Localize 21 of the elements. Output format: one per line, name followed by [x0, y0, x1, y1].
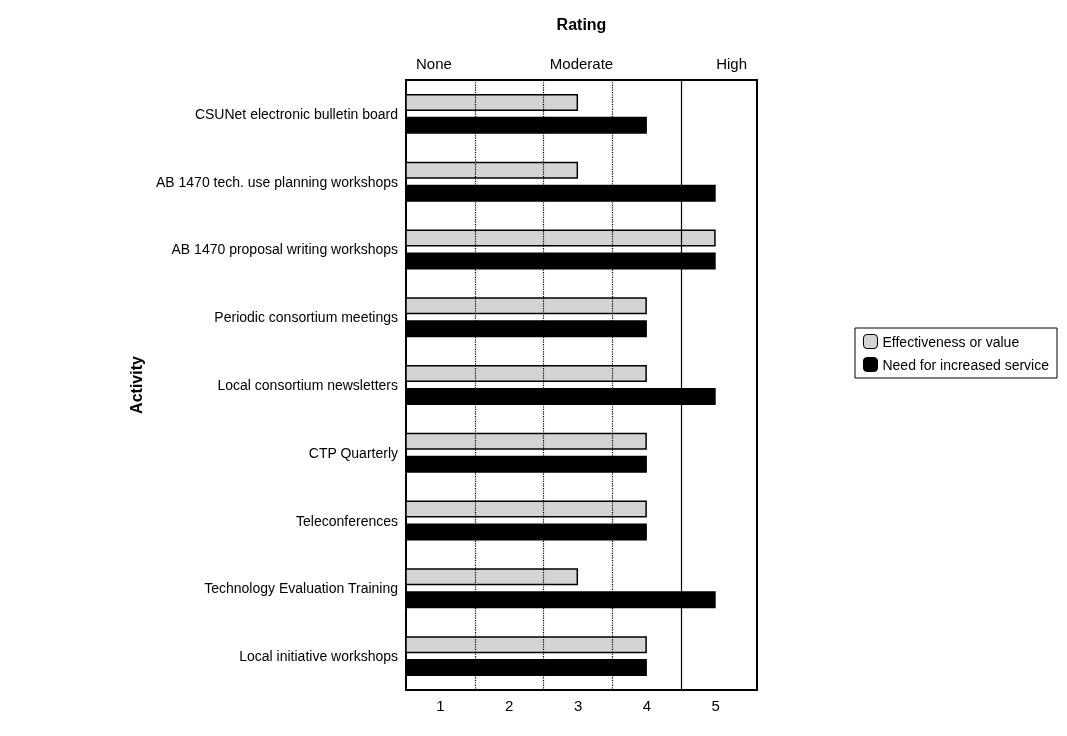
- x-tick-label: 1: [436, 697, 445, 714]
- y-tick-label: Technology Evaluation Training: [204, 580, 398, 597]
- text: None: [416, 55, 452, 72]
- y-tick-label: Local initiative workshops: [239, 648, 398, 665]
- y-tick-label: CTP Quarterly: [308, 444, 398, 461]
- x-tick-label: 4: [642, 697, 652, 714]
- x-tick-label: 5: [711, 697, 720, 714]
- y-axis-title: Activity: [127, 356, 145, 414]
- y-tick-label: AB 1470 tech. use planning workshops: [155, 173, 398, 190]
- y-tick-label: Local consortium newsletters: [217, 377, 398, 393]
- text: High: [716, 55, 747, 72]
- legend-label: Need for increased service: [882, 356, 1050, 373]
- y-tick-label: AB 1470 proposal writing workshops: [171, 241, 398, 258]
- y-tick-label: CSUNet electronic bulletin board: [194, 105, 398, 122]
- x-tick-label: 3: [573, 697, 583, 714]
- y-tick-label: Periodic consortium meetings: [214, 309, 398, 326]
- y-tick-label: Teleconferences: [296, 512, 398, 529]
- text: Moderate: [549, 55, 614, 72]
- x-tick-label: 2: [505, 697, 514, 714]
- legend-label: Effectiveness or value: [882, 333, 1020, 350]
- x2-axis-title: Rating: [556, 15, 607, 33]
